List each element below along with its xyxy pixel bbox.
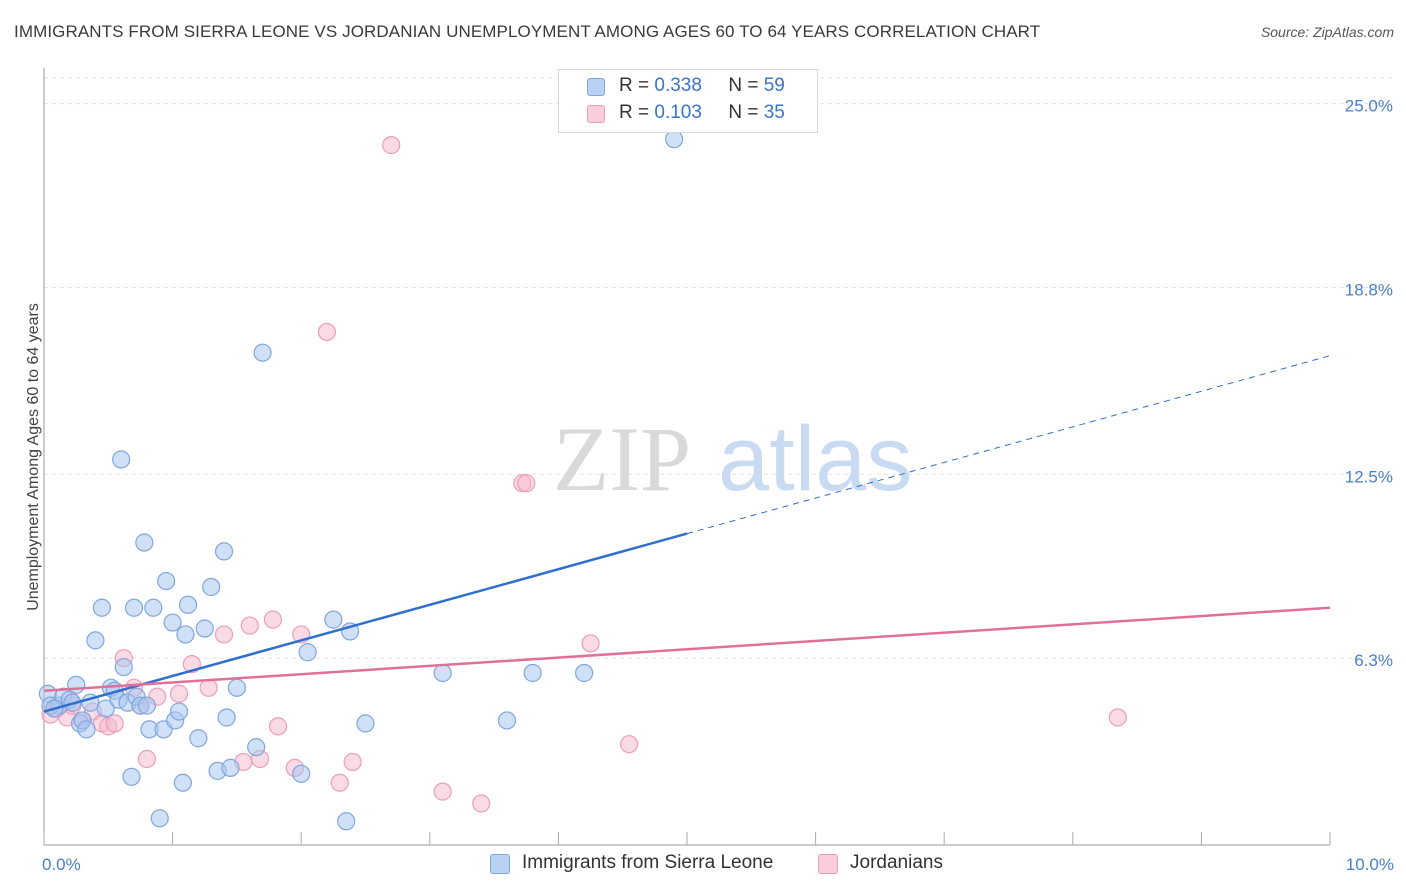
sierra-leone-point	[114, 657, 133, 677]
jordanians-point	[137, 749, 156, 769]
sierra-leone-point	[189, 729, 208, 748]
sierra-leone-point	[575, 663, 594, 683]
legend-n-value: 35	[763, 102, 785, 123]
bottom-legend-label: Jordanians	[850, 852, 943, 873]
sierra-leone-point	[96, 699, 115, 718]
sierra-leone-point	[67, 675, 86, 694]
jordanians-point	[263, 610, 283, 629]
sierra-leone-point	[122, 767, 141, 786]
jordanians-point	[105, 714, 124, 733]
sierra-leone-point	[173, 773, 192, 792]
bottom-legend-label: Immigrants from Sierra Leone	[522, 852, 774, 873]
sierra-leone-point	[214, 542, 234, 561]
sierra-leone-point	[337, 812, 356, 831]
sierra-leone-trend-extension	[686, 355, 1331, 535]
sierra-leone-point	[144, 598, 163, 617]
sierra-leone-point	[433, 663, 452, 683]
legend-r-label: R =	[619, 102, 650, 123]
source-label: Source: ZipAtlas.com	[1260, 24, 1394, 40]
jordanians-point	[169, 684, 189, 703]
sierra-leone-point	[86, 631, 105, 650]
jordanians-point	[433, 782, 452, 801]
sierra-leone-point	[324, 610, 343, 629]
sierra-leone-point	[298, 643, 317, 662]
jordanians-point	[199, 678, 218, 697]
jordanians-point	[317, 322, 337, 342]
sierra-leone-point	[195, 619, 214, 638]
sierra-leone-point	[523, 663, 542, 683]
bottom-legend-swatch-blue	[490, 854, 510, 874]
legend-n-value: 59	[763, 75, 785, 96]
bottom-legend-swatch-pink	[818, 854, 838, 874]
watermark-atlas: atlas	[718, 408, 912, 510]
jordanians-point	[1108, 708, 1127, 727]
jordanians-point	[214, 625, 234, 644]
correlation-legend: R = 0.338 N = 59 R = 0.103 N = 35	[558, 69, 818, 133]
sierra-leone-point	[253, 343, 272, 362]
legend-r-value: 0.338	[654, 75, 702, 96]
sierra-leone-point	[176, 625, 195, 644]
sierra-leone-point	[292, 764, 311, 783]
y-axis-label: Unemployment Among Ages 60 to 64 years	[25, 303, 42, 611]
x-tick-label: 0.0%	[42, 855, 81, 874]
sierra-leone-point	[124, 598, 144, 617]
sierra-leone-point	[665, 130, 684, 149]
legend-r-value: 0.103	[654, 102, 702, 123]
sierra-leone-point	[221, 758, 240, 777]
sierra-leone-point	[135, 533, 154, 552]
sierra-leone-point	[112, 450, 131, 469]
x-ticks	[43, 832, 1331, 845]
jordanians-point	[240, 616, 259, 635]
watermark: ZIP atlas	[553, 408, 912, 510]
x-tick-label: 10.0%	[1346, 855, 1394, 874]
legend-swatch-blue	[587, 78, 605, 96]
jordanians-point	[581, 634, 600, 653]
sierra-leone-point	[169, 702, 189, 721]
trend-lines	[43, 355, 1331, 713]
legend-swatch-pink	[587, 105, 605, 123]
sierra-leone-point	[163, 613, 182, 632]
y-tick-label: 25.0%	[1345, 97, 1393, 116]
legend-r-label: R =	[619, 75, 650, 96]
jordanians-point	[330, 773, 349, 792]
sierra-leone-point	[150, 809, 169, 828]
watermark-zip: ZIP	[553, 408, 691, 510]
legend-n-label: N =	[728, 75, 759, 96]
sierra-leone-point	[247, 738, 266, 757]
jordanians-trend-line	[43, 606, 1331, 693]
sierra-leone-point	[356, 714, 375, 733]
chart-title: IMMIGRANTS FROM SIERRA LEONE VS JORDANIA…	[14, 22, 1041, 41]
jordanians-point	[620, 735, 639, 754]
y-tick-label: 18.8%	[1345, 280, 1393, 299]
jordanians-point	[343, 752, 362, 772]
sierra-leone-trend-line	[43, 532, 688, 713]
jordanians-point	[472, 794, 491, 813]
sierra-leone-point	[497, 711, 517, 730]
x-tick-labels: 0.0% 10.0%	[42, 855, 1394, 874]
jordanians-point	[268, 717, 288, 736]
y-tick-label: 6.3%	[1354, 651, 1393, 670]
sierra-leone-points	[38, 130, 684, 831]
jordanians-point	[382, 136, 401, 155]
sierra-leone-point	[137, 696, 156, 715]
sierra-leone-point	[77, 720, 96, 739]
sierra-leone-point	[92, 598, 111, 617]
grid	[44, 77, 1395, 659]
legend-n-label: N =	[728, 102, 759, 123]
sierra-leone-point	[217, 708, 236, 727]
sierra-leone-point	[227, 678, 246, 697]
y-tick-labels: 6.3% 12.5% 18.8% 25.0%	[1345, 97, 1393, 671]
jordanians-point	[517, 474, 536, 493]
y-tick-label: 12.5%	[1345, 467, 1393, 486]
sierra-leone-point	[157, 571, 176, 591]
sierra-leone-point	[178, 595, 198, 614]
sierra-leone-point	[202, 577, 221, 597]
